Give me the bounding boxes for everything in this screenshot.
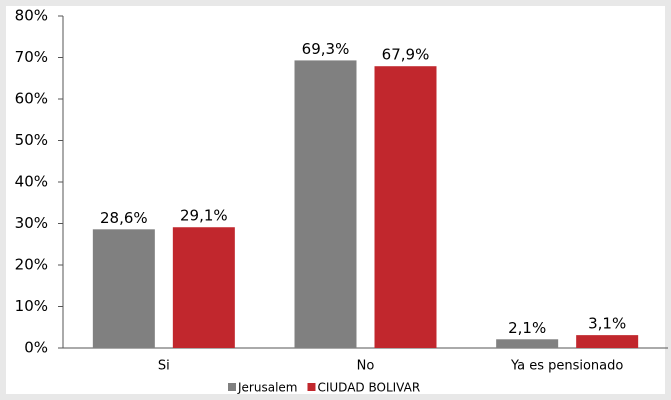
y-tick-label: 60% (15, 90, 48, 108)
x-tick-label: Ya es pensionado (510, 359, 623, 374)
value-label: 28,6% (100, 209, 148, 227)
value-label: 29,1% (180, 207, 228, 225)
y-tick-label: 20% (15, 256, 48, 274)
bar (294, 60, 357, 348)
value-label: 69,3% (302, 40, 350, 58)
bar (92, 229, 155, 348)
y-tick-label: 70% (15, 48, 48, 66)
legend-label: Jerusalem (237, 381, 297, 395)
bar (374, 66, 437, 348)
y-tick-label: 0% (24, 339, 48, 357)
legend-label: CIUDAD BOLIVAR (317, 381, 420, 395)
legend-swatch (307, 383, 316, 391)
bar (496, 339, 559, 348)
x-tick-label: No (357, 359, 375, 374)
value-label: 67,9% (382, 46, 430, 64)
y-tick-label: 30% (15, 214, 48, 232)
bar (576, 335, 639, 348)
x-tick-label: Si (158, 359, 170, 374)
legend-swatch (228, 383, 236, 391)
y-tick-label: 80% (15, 7, 48, 25)
value-label: 3,1% (588, 315, 626, 333)
value-label: 2,1% (508, 319, 546, 337)
y-tick-label: 50% (15, 131, 48, 149)
y-tick-label: 40% (15, 173, 48, 191)
bar (172, 227, 235, 348)
y-tick-label: 10% (15, 297, 48, 315)
